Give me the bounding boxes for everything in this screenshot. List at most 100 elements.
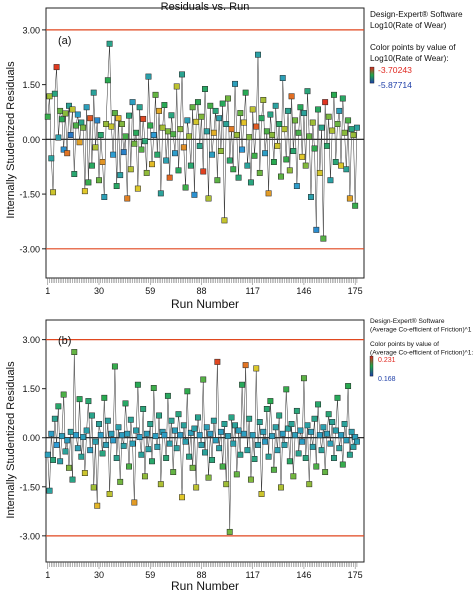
residual-point [136, 104, 143, 111]
residual-point [76, 139, 83, 146]
residual-point [101, 194, 108, 200]
residual-point [306, 133, 313, 140]
residual-point [332, 159, 339, 165]
residual-point [267, 398, 274, 405]
residual-point [196, 142, 203, 149]
residual-point [156, 412, 163, 419]
residual-point [46, 93, 53, 100]
residual-point [191, 191, 198, 198]
y-axis-label: Internally Studentized Residuals [5, 61, 17, 219]
plot-frame [45, 7, 365, 279]
residual-point [129, 440, 136, 447]
residual-point [316, 432, 323, 439]
residual-point [149, 458, 155, 465]
residual-point [290, 473, 297, 480]
residual-point [83, 427, 90, 434]
residual-point [154, 443, 161, 450]
residual-point [141, 473, 148, 480]
residual-point [274, 447, 281, 454]
residual-point [242, 89, 249, 96]
residual-point [228, 126, 235, 133]
residual-point [251, 456, 258, 462]
residual-point [353, 438, 360, 445]
residual-point [320, 424, 327, 431]
residual-point [263, 406, 270, 412]
residual-point [180, 144, 187, 151]
residual-point [67, 428, 74, 435]
residual-point [210, 417, 217, 424]
chart-panel-a: Residuals vs. Run 3.00 1.50 0.00 -1.50 -3.00 1… [5, 1, 463, 311]
residual-point [173, 445, 180, 452]
residual-point [285, 425, 291, 432]
residual-point [334, 121, 341, 127]
residual-point [124, 195, 131, 202]
residual-point [103, 121, 110, 127]
residual-point [295, 129, 302, 136]
residual-point [50, 189, 57, 196]
x-tick-label: 175 [348, 570, 363, 580]
residual-point [180, 422, 187, 429]
residual-point [260, 96, 267, 103]
residual-point [62, 448, 69, 455]
residual-point [249, 432, 256, 439]
y-axis-label: Internally Studentized Residuals [5, 361, 17, 519]
residual-point [141, 138, 148, 145]
residual-point [323, 430, 330, 437]
y-tick-label: -1.50 [19, 482, 40, 492]
residual-point [249, 106, 256, 113]
residual-point [122, 133, 129, 140]
residual-point [258, 491, 265, 497]
residual-point [331, 455, 337, 461]
residual-point [134, 185, 141, 192]
residual-point [55, 134, 62, 141]
residual-point [66, 102, 72, 109]
residual-point [292, 117, 299, 124]
residual-point [74, 111, 81, 118]
residual-point [242, 362, 249, 369]
residual-point [313, 226, 320, 233]
residual-point [147, 122, 154, 129]
residual-point [341, 421, 348, 427]
x-tick-label: 117 [246, 570, 260, 580]
residual-point [207, 102, 214, 109]
residual-point [239, 146, 246, 153]
residual-point [113, 183, 120, 190]
residual-point [150, 385, 157, 391]
residual-point [233, 471, 240, 478]
residual-point [225, 433, 231, 440]
residual-point [207, 430, 214, 437]
residual-point [233, 132, 240, 138]
residual-point [200, 168, 207, 175]
residual-point [149, 161, 155, 168]
residual-point [315, 106, 322, 113]
residual-point [288, 421, 295, 427]
residual-point [269, 433, 276, 440]
residual-point [161, 432, 168, 439]
residual-point [67, 132, 74, 138]
residual-point [198, 441, 205, 448]
residual-point [348, 126, 355, 133]
residual-point [161, 102, 168, 109]
x-axis-label: Run Number [171, 579, 239, 593]
residual-point [64, 150, 71, 157]
x-tick-label: 146 [296, 570, 311, 580]
residual-point [173, 83, 180, 90]
y-tick-label: 1.50 [22, 80, 40, 90]
residual-point [194, 414, 201, 421]
residual-point [106, 40, 113, 47]
residual-point [322, 99, 329, 106]
residual-point [198, 113, 205, 120]
residual-point [276, 121, 283, 127]
residual-point [216, 445, 223, 452]
residual-point [99, 159, 106, 165]
residual-point [214, 177, 221, 184]
residual-point [87, 115, 94, 122]
residual-point [156, 107, 163, 114]
residual-point [329, 419, 336, 425]
residual-point [78, 119, 85, 126]
y-tick-label: 0.00 [22, 433, 40, 443]
residual-point [332, 427, 339, 434]
x-tick-label: 146 [296, 286, 311, 296]
residual-point [97, 132, 104, 138]
residual-point [283, 156, 290, 163]
